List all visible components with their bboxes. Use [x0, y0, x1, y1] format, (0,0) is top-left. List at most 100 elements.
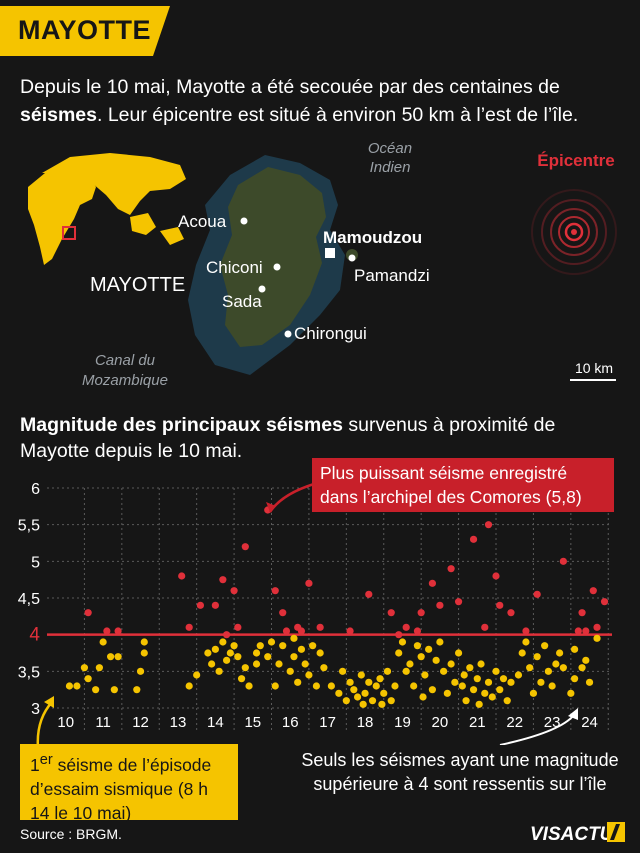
quake-point	[230, 642, 238, 650]
quake-point	[413, 642, 422, 650]
quake-point	[473, 675, 481, 683]
quake-point	[402, 667, 410, 675]
quake-point	[496, 686, 504, 694]
quake-point	[301, 660, 309, 668]
quake-point	[548, 682, 556, 690]
first-quake-arrowhead	[44, 696, 54, 708]
x-tick-label: 20	[432, 714, 449, 731]
quake-point	[466, 664, 474, 672]
quake-point	[447, 660, 455, 668]
ocean-label-2: Indien	[370, 159, 411, 176]
quake-point	[193, 671, 201, 679]
quake-point	[402, 623, 410, 631]
felt-note: Seuls les séismes ayant une magnitude su…	[301, 750, 619, 794]
quake-point	[346, 678, 354, 686]
quake-point	[552, 660, 560, 668]
quake-point	[372, 682, 380, 690]
quake-point	[92, 686, 100, 694]
quake-point	[234, 623, 242, 631]
quake-point	[559, 557, 567, 565]
quake-point	[529, 689, 538, 697]
quake-point	[99, 638, 107, 646]
quake-point	[432, 656, 440, 664]
x-tick-label: 14	[207, 714, 224, 731]
quake-point	[570, 645, 579, 653]
title-banner	[0, 6, 170, 56]
quake-point	[208, 660, 216, 668]
x-tick-label: 21	[469, 714, 486, 731]
y-tick-label: 5	[31, 554, 40, 571]
quake-point	[234, 653, 242, 661]
first-sup: er	[39, 752, 53, 768]
intro-bold: séismes	[20, 104, 97, 126]
quake-point	[447, 565, 455, 573]
quake-point	[110, 686, 118, 694]
x-tick-label: 15	[244, 714, 261, 731]
quake-point	[454, 598, 463, 606]
quake-point	[383, 667, 392, 675]
visactu-logo: VISACTU	[530, 822, 625, 845]
quake-point	[413, 627, 422, 635]
intro-part1: Depuis le 10 mai, Mayotte a été secouée …	[20, 76, 560, 98]
quake-point	[460, 671, 468, 679]
quake-point	[469, 535, 478, 543]
quake-point	[290, 634, 298, 642]
quake-point	[526, 664, 534, 672]
quake-point	[215, 667, 223, 675]
quake-point	[211, 645, 219, 653]
svg-text:10 km: 10 km	[575, 360, 613, 376]
felt-note-arrow	[499, 714, 575, 745]
svg-text:Pamandzi: Pamandzi	[354, 266, 430, 285]
quake-point	[320, 664, 328, 672]
quake-point	[484, 678, 493, 686]
quake-point	[305, 579, 313, 587]
quake-point	[275, 660, 283, 668]
quake-point	[376, 675, 384, 683]
canal-label-1: Canal du	[95, 352, 156, 369]
quake-point	[359, 700, 367, 708]
map-section: Océan Indien MAYOTTE Canal du Mozambique…	[28, 140, 617, 389]
quake-point	[440, 667, 448, 675]
x-tick-label: 12	[132, 714, 149, 731]
epicentre-marker	[531, 189, 617, 275]
quake-point	[271, 587, 279, 595]
quake-point	[544, 667, 552, 675]
place-chiconi: Chiconi	[206, 258, 281, 277]
epicentre-label: Épicentre	[537, 151, 614, 170]
quake-point	[103, 627, 111, 635]
quake-point	[230, 587, 238, 595]
quake-point	[185, 682, 193, 690]
x-tick-label: 10	[57, 714, 74, 731]
scale-bar: 10 km	[570, 360, 616, 381]
quake-point	[350, 686, 358, 694]
quake-point	[256, 642, 264, 650]
quake-point	[316, 623, 324, 631]
canal-label-2: Mozambique	[82, 372, 168, 389]
locator-square	[62, 226, 76, 240]
quake-point	[178, 572, 186, 580]
quake-point	[574, 627, 582, 635]
quake-point	[421, 671, 429, 679]
quake-point	[395, 649, 403, 657]
quake-point	[496, 601, 504, 609]
quake-point	[578, 609, 586, 617]
quake-point	[533, 653, 541, 661]
quake-point	[241, 664, 249, 672]
quake-point	[428, 579, 436, 587]
quake-point	[395, 631, 403, 639]
quake-point	[475, 700, 483, 708]
quake-point	[252, 649, 261, 657]
ocean-label-1: Océan	[368, 140, 412, 157]
quake-point	[462, 697, 470, 705]
quake-point	[312, 682, 321, 690]
quake-point	[95, 664, 103, 672]
place-acoua: Acoua	[178, 212, 248, 231]
quake-point	[346, 627, 354, 635]
quake-point	[365, 590, 373, 598]
quake-point	[237, 675, 246, 683]
quake-point	[271, 682, 279, 690]
quake-point	[380, 689, 388, 697]
quake-point	[223, 656, 231, 664]
y-tick-label: 3	[31, 701, 40, 718]
quake-point	[387, 609, 395, 617]
